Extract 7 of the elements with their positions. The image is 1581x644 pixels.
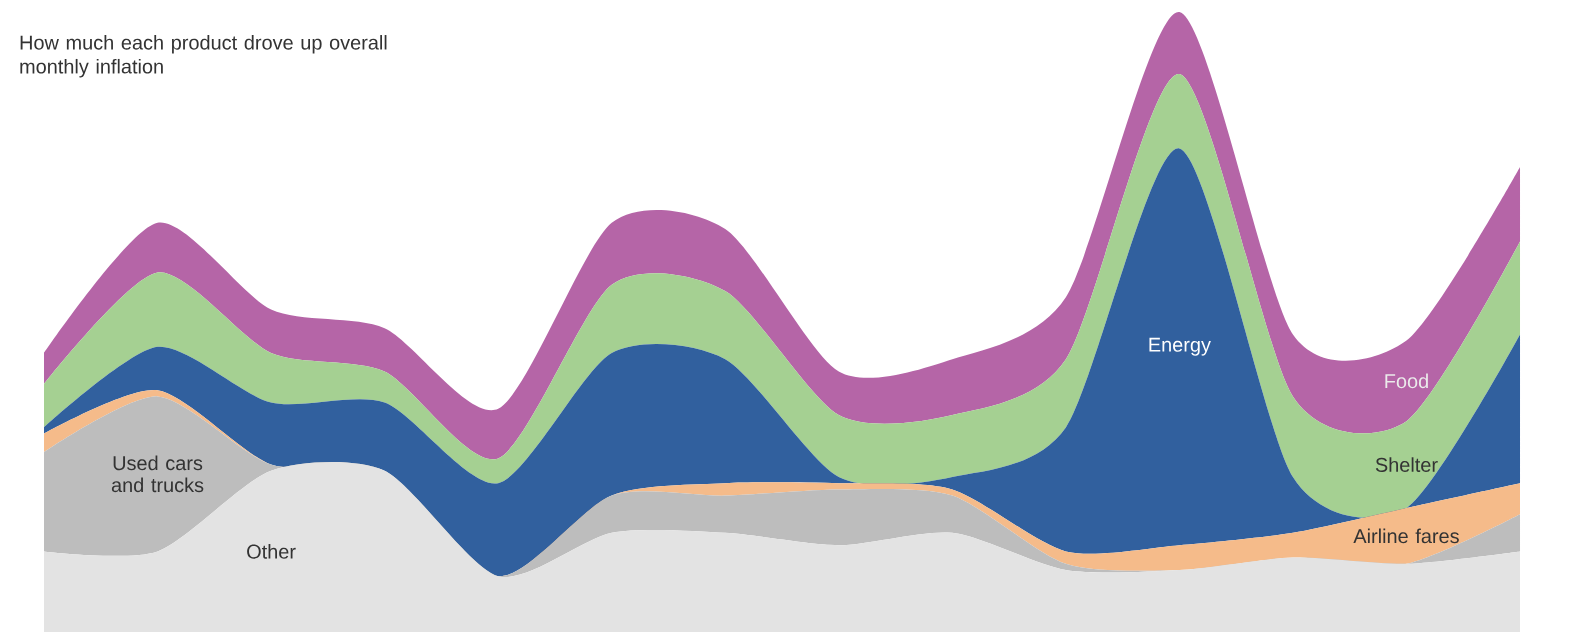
text: How much each product drove up overall monthly inflation [20,35,387,78]
series-label: Other [247,544,296,559]
series-label: Food [1385,373,1428,389]
series-label: Energy [1149,337,1211,356]
series-label: Used cars and trucks [111,455,204,493]
series-label: Airline fares [1353,528,1459,544]
series-label: Shelter [1375,457,1438,472]
